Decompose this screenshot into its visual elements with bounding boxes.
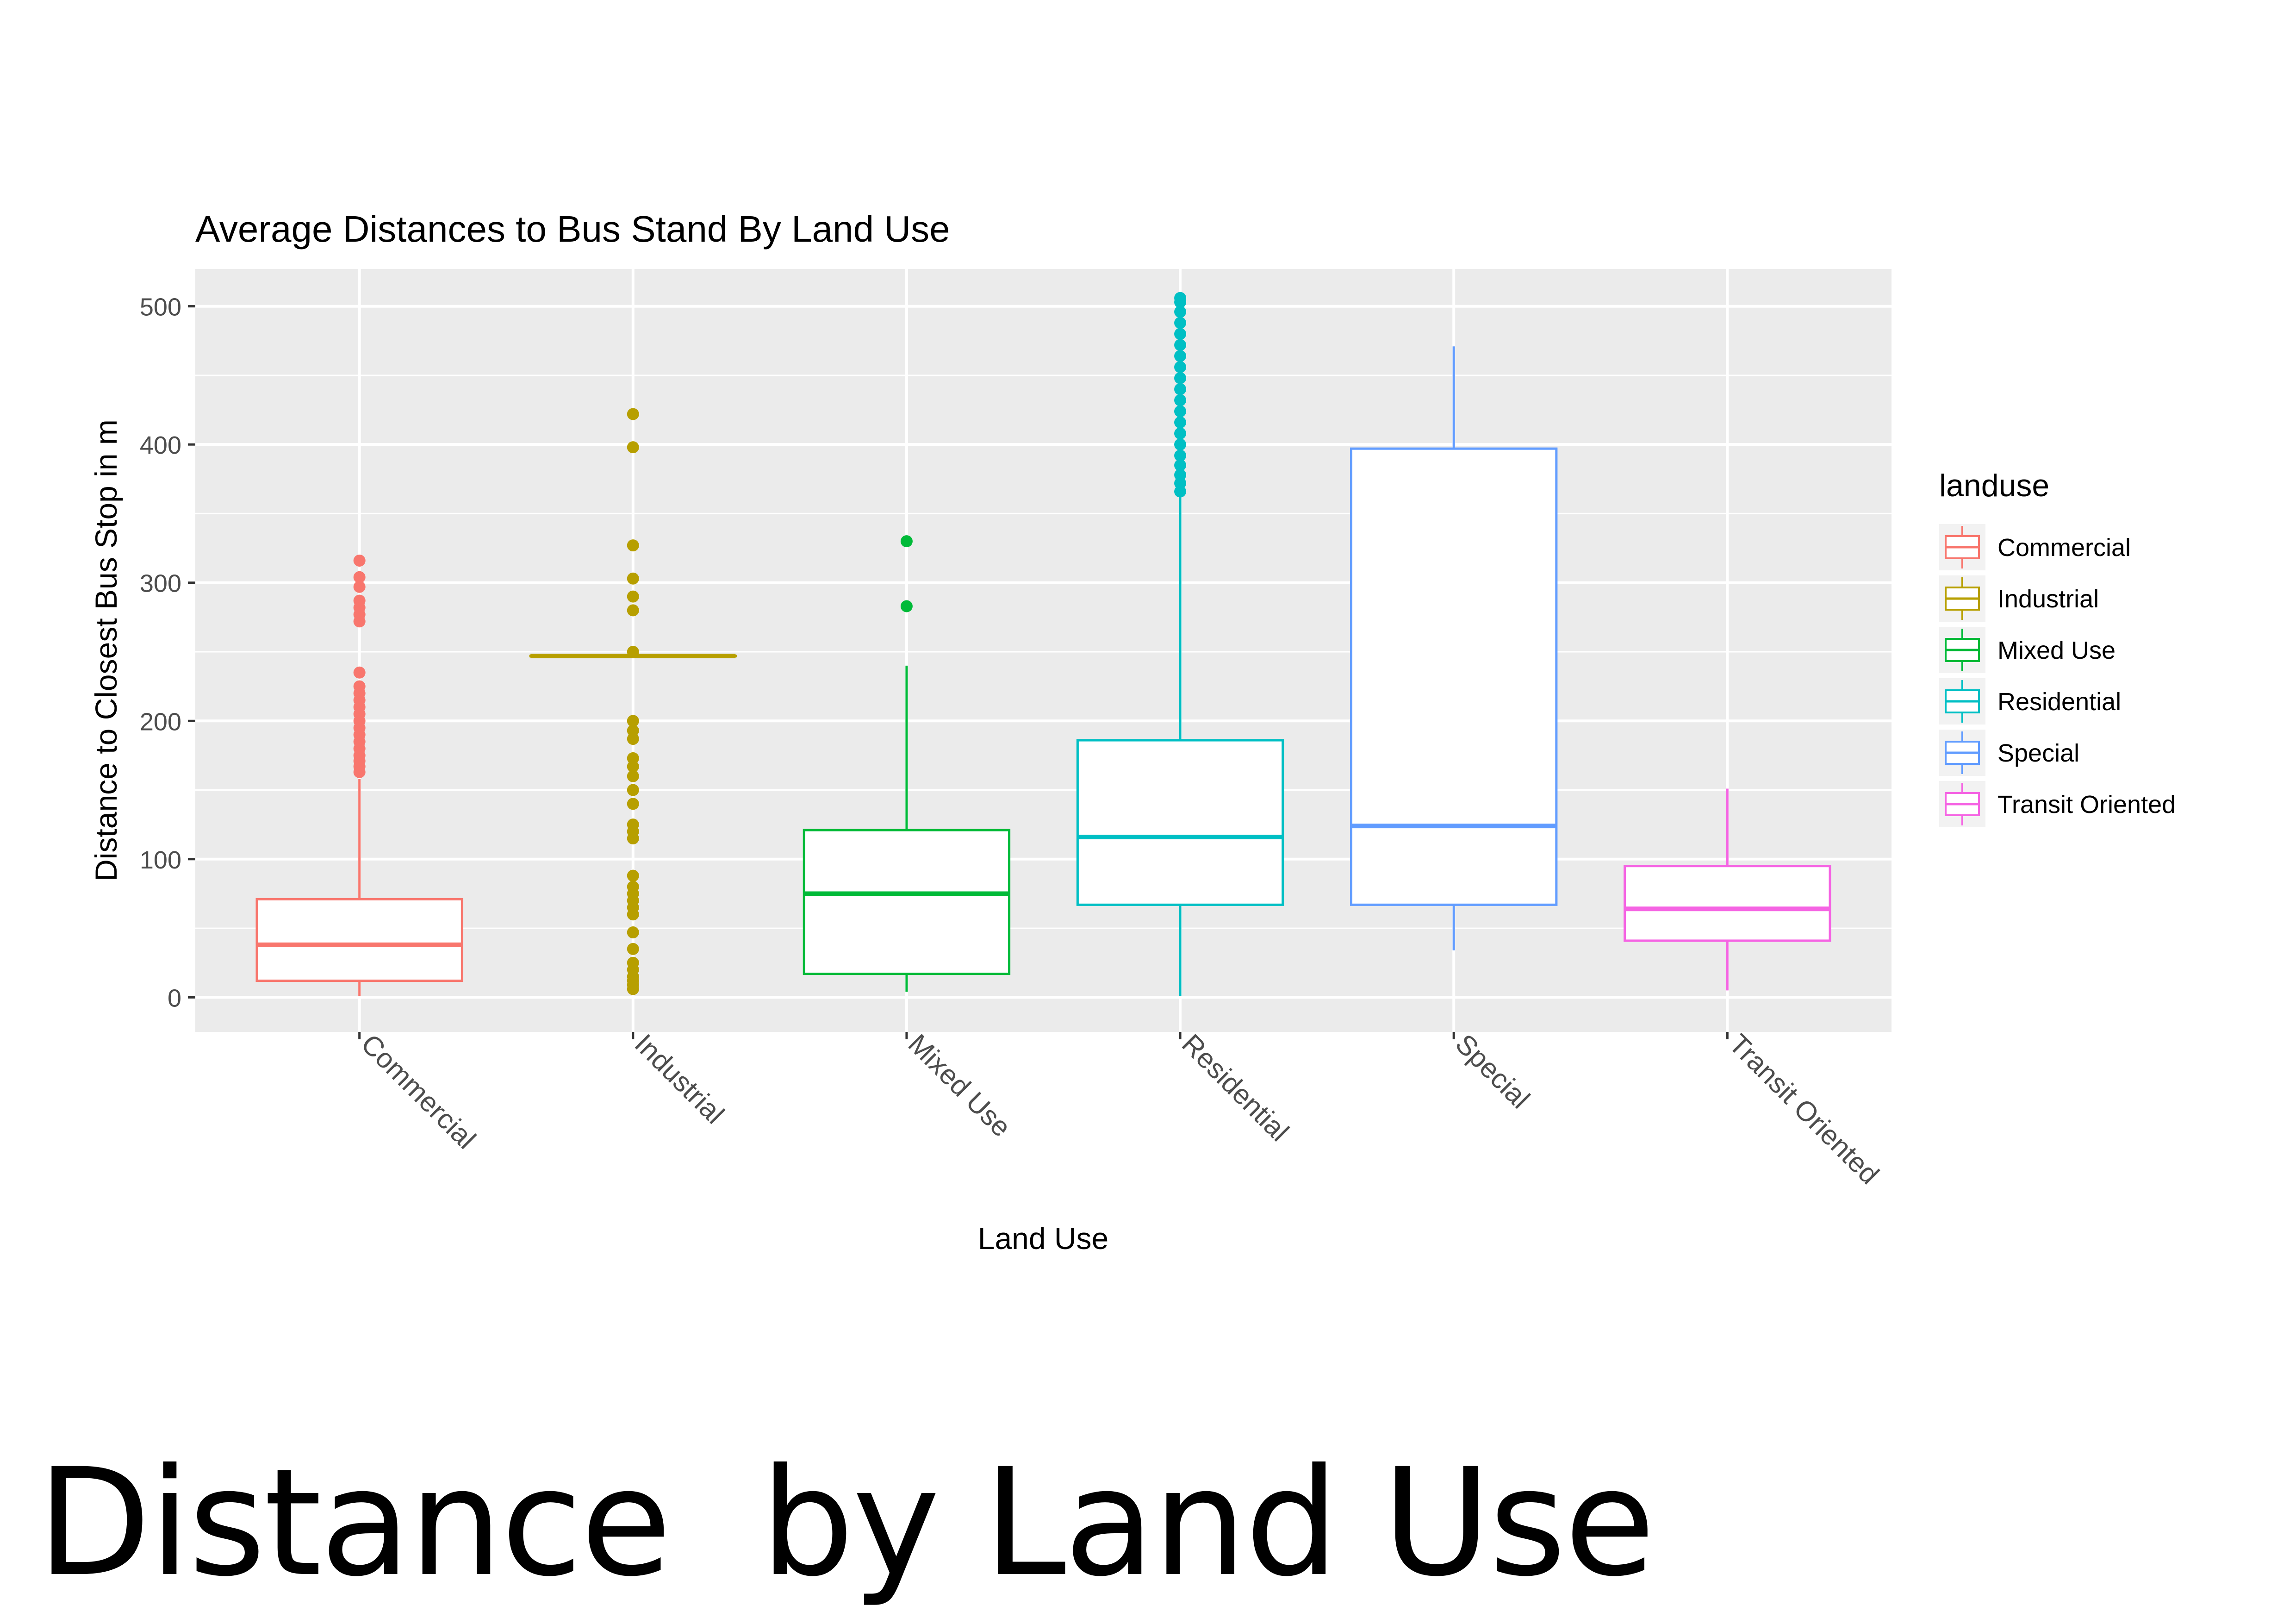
x-axis: Commercial Industrial Mixed Use Residential… bbox=[355, 1028, 1885, 1190]
outlier-point bbox=[627, 715, 639, 727]
y-tick-label: 0 bbox=[168, 984, 181, 1012]
x-axis-label: Land Use bbox=[978, 1221, 1109, 1255]
box-group bbox=[529, 408, 737, 995]
outlier-point bbox=[900, 535, 913, 548]
outlier-point bbox=[1174, 416, 1187, 429]
outlier-point bbox=[627, 798, 639, 810]
outlier-point bbox=[1174, 427, 1187, 440]
outlier-point bbox=[1174, 468, 1187, 481]
legend-label: Residential bbox=[1997, 688, 2121, 716]
outlier-point bbox=[627, 943, 639, 955]
grid-minor-lines bbox=[195, 375, 1892, 929]
legend-label: Commercial bbox=[1997, 534, 2131, 562]
legend-item: Industrial bbox=[1939, 575, 2099, 622]
legend-label: Special bbox=[1997, 739, 2079, 767]
box-iqr bbox=[1076, 739, 1284, 906]
outlier-point bbox=[353, 666, 366, 679]
outlier-point bbox=[1174, 485, 1187, 498]
x-tick-label: Special bbox=[1450, 1028, 1536, 1115]
legend-title: landuse bbox=[1939, 468, 2049, 503]
outlier-point bbox=[1174, 477, 1187, 489]
x-tick-label: Residential bbox=[1176, 1028, 1295, 1147]
box-group bbox=[1624, 788, 1831, 991]
outlier-point bbox=[627, 869, 639, 882]
outlier-point bbox=[627, 760, 639, 773]
y-tick-label: 400 bbox=[140, 431, 181, 459]
y-axis: 0 100 200 300 400 500 bbox=[140, 294, 195, 1012]
x-tick-label: Mixed Use bbox=[902, 1028, 1017, 1143]
outlier-point bbox=[627, 725, 639, 737]
outlier-point bbox=[1174, 459, 1187, 471]
outlier-point bbox=[627, 881, 639, 893]
outlier-point bbox=[627, 733, 639, 745]
box-group bbox=[1350, 346, 1558, 950]
outlier-point bbox=[1174, 438, 1187, 451]
outlier-point bbox=[627, 441, 639, 454]
plot-panel bbox=[195, 269, 1892, 1032]
outlier-point bbox=[1174, 350, 1187, 362]
box-iqr bbox=[1624, 865, 1831, 942]
box-iqr bbox=[1350, 447, 1558, 906]
outlier-point bbox=[1174, 383, 1187, 395]
legend: landuse Commercial Industrial Mixed Use Res… bbox=[1939, 468, 2176, 827]
outlier-point bbox=[900, 600, 913, 612]
outlier-point bbox=[1174, 328, 1187, 340]
outlier-point bbox=[627, 956, 639, 969]
outlier-point bbox=[627, 645, 639, 658]
x-tick-label: Industrial bbox=[629, 1028, 731, 1130]
outlier-point bbox=[1174, 361, 1187, 373]
outlier-point bbox=[627, 770, 639, 782]
legend-label: Mixed Use bbox=[1997, 637, 2116, 664]
outlier-point bbox=[627, 539, 639, 552]
outlier-point bbox=[627, 408, 639, 420]
y-tick-label: 300 bbox=[140, 570, 181, 598]
box-iqr bbox=[255, 898, 463, 982]
outlier-point bbox=[353, 554, 366, 567]
outlier-point bbox=[353, 680, 366, 693]
y-axis-label: Distance to Closest Bus Stop in m bbox=[89, 419, 123, 881]
x-tick-label: Transit Oriented bbox=[1723, 1028, 1885, 1190]
outlier-point bbox=[1174, 306, 1187, 318]
outlier-point bbox=[353, 581, 366, 593]
slide-caption: Distance by Land Use bbox=[37, 1437, 1655, 1609]
outlier-point bbox=[1174, 372, 1187, 384]
legend-label: Industrial bbox=[1997, 585, 2099, 613]
outlier-point bbox=[353, 571, 366, 583]
legend-label: Transit Oriented bbox=[1997, 791, 2176, 818]
chart-title: Average Distances to Bus Stand By Land U… bbox=[195, 208, 950, 250]
outlier-point bbox=[1174, 405, 1187, 418]
y-tick-label: 500 bbox=[140, 294, 181, 321]
outlier-point bbox=[353, 594, 366, 607]
box-group bbox=[255, 554, 463, 996]
outlier-point bbox=[627, 784, 639, 796]
outlier-point bbox=[1174, 450, 1187, 462]
outlier-point bbox=[627, 572, 639, 585]
legend-item: Commercial bbox=[1939, 524, 2131, 570]
legend-item: Residential bbox=[1939, 678, 2121, 725]
outlier-point bbox=[1174, 339, 1187, 351]
y-tick-label: 100 bbox=[140, 846, 181, 874]
legend-item: Transit Oriented bbox=[1939, 781, 2176, 827]
y-tick-label: 200 bbox=[140, 708, 181, 736]
x-tick-label: Commercial bbox=[355, 1028, 482, 1155]
box-group bbox=[1076, 292, 1284, 996]
box-group bbox=[803, 535, 1011, 992]
outlier-point bbox=[627, 752, 639, 764]
outlier-point bbox=[627, 926, 639, 939]
legend-item: Special bbox=[1939, 730, 2079, 776]
box-iqr bbox=[803, 829, 1011, 975]
legend-items: Commercial Industrial Mixed Use Residential… bbox=[1939, 524, 2176, 827]
outlier-point bbox=[627, 818, 639, 831]
box-series bbox=[255, 292, 1831, 996]
outlier-point bbox=[627, 590, 639, 603]
outlier-point bbox=[627, 604, 639, 617]
legend-item: Mixed Use bbox=[1939, 627, 2116, 673]
outlier-point bbox=[1174, 292, 1187, 304]
outlier-point bbox=[1174, 317, 1187, 329]
outlier-point bbox=[1174, 394, 1187, 406]
